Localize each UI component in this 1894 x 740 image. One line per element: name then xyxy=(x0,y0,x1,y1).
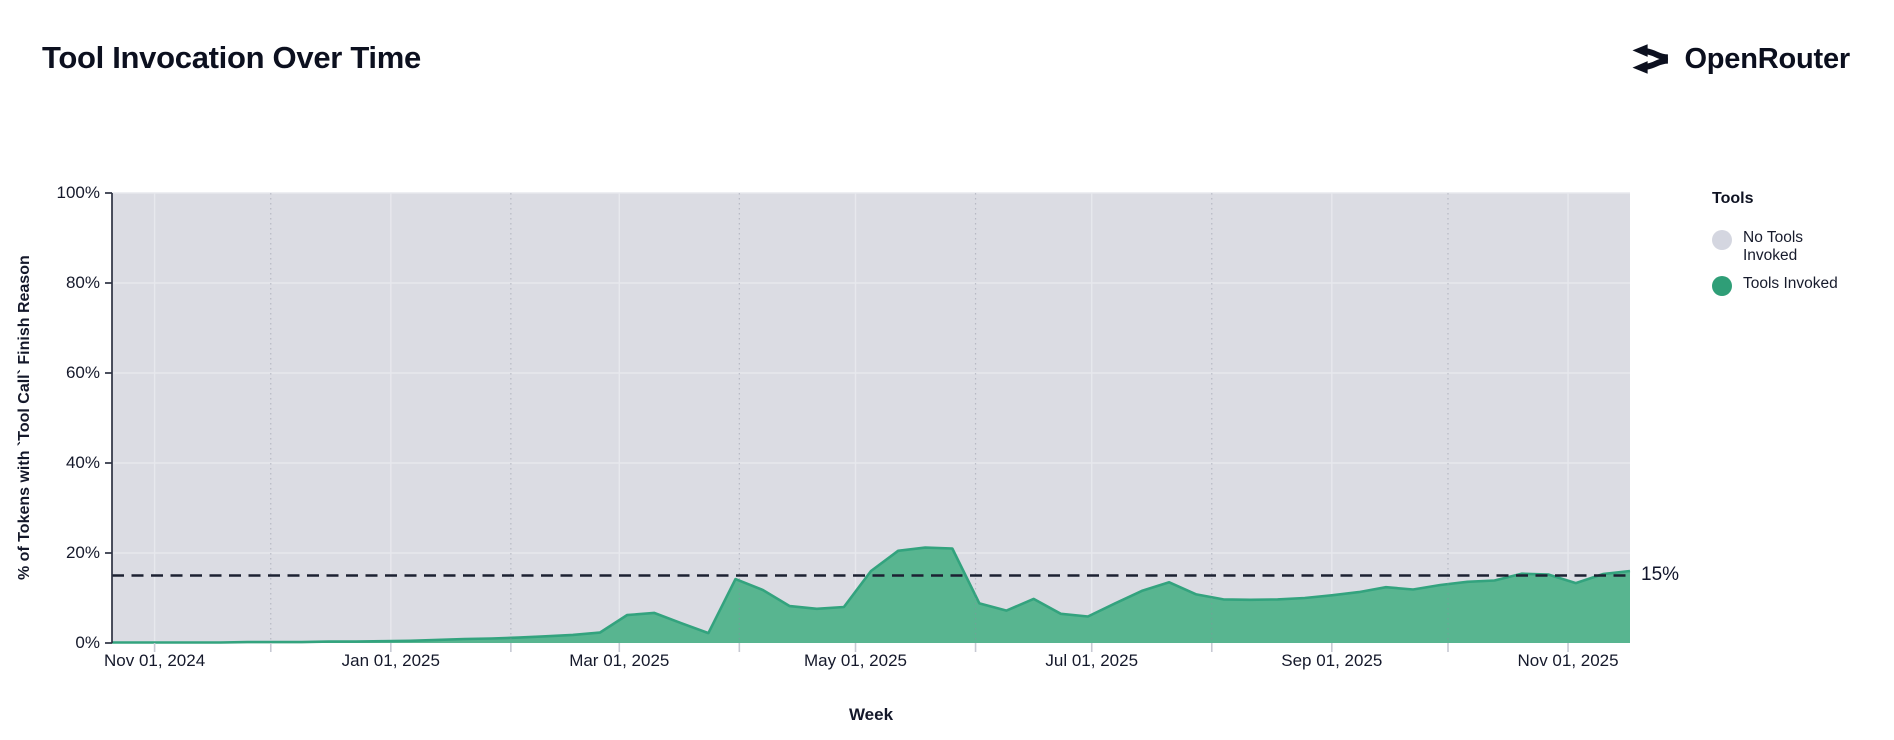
legend-item-tools: Tools Invoked xyxy=(1712,275,1888,296)
legend-item-label: No Tools Invoked xyxy=(1743,229,1804,264)
y-tick-label: 100% xyxy=(56,182,100,202)
x-tick-label: Jan 01, 2025 xyxy=(341,651,440,670)
x-tick-label: Jul 01, 2025 xyxy=(1045,651,1139,670)
x-tick-label: Nov 01, 2025 xyxy=(1517,651,1619,670)
x-axis-title: Week xyxy=(848,705,894,724)
brand: OpenRouter xyxy=(1625,36,1850,82)
legend-item-no-tools: No Tools Invoked xyxy=(1712,229,1888,265)
reference-line-label: 15% xyxy=(1641,563,1680,585)
y-tick-label: 20% xyxy=(65,542,100,562)
legend-item-label: Tools Invoked xyxy=(1743,274,1838,292)
tools-invoked-line xyxy=(112,546,1631,644)
y-tick-label: 40% xyxy=(65,452,100,472)
tools-invoked-area xyxy=(112,547,1630,643)
plot-background xyxy=(112,193,1630,643)
openrouter-logo-icon xyxy=(1625,36,1671,82)
y-tick-label: 60% xyxy=(65,362,100,382)
page-title: Tool Invocation Over Time xyxy=(42,40,421,75)
x-tick-label: May 01, 2025 xyxy=(803,651,908,670)
x-tick-label: Nov 01, 2024 xyxy=(104,651,206,670)
x-tick-label: Mar 01, 2025 xyxy=(569,651,670,670)
x-tick-label: Sep 01, 2025 xyxy=(1281,651,1383,670)
no-tools-invoked-swatch xyxy=(1712,230,1732,250)
legend: Tools No Tools Invoked Tools Invoked xyxy=(1712,190,1888,306)
tools-invoked-swatch xyxy=(1712,275,1732,296)
y-tick-label: 80% xyxy=(65,272,100,292)
brand-name: OpenRouter xyxy=(1684,42,1850,75)
legend-title: Tools xyxy=(1712,190,1754,207)
y-tick-label: 0% xyxy=(75,632,100,652)
